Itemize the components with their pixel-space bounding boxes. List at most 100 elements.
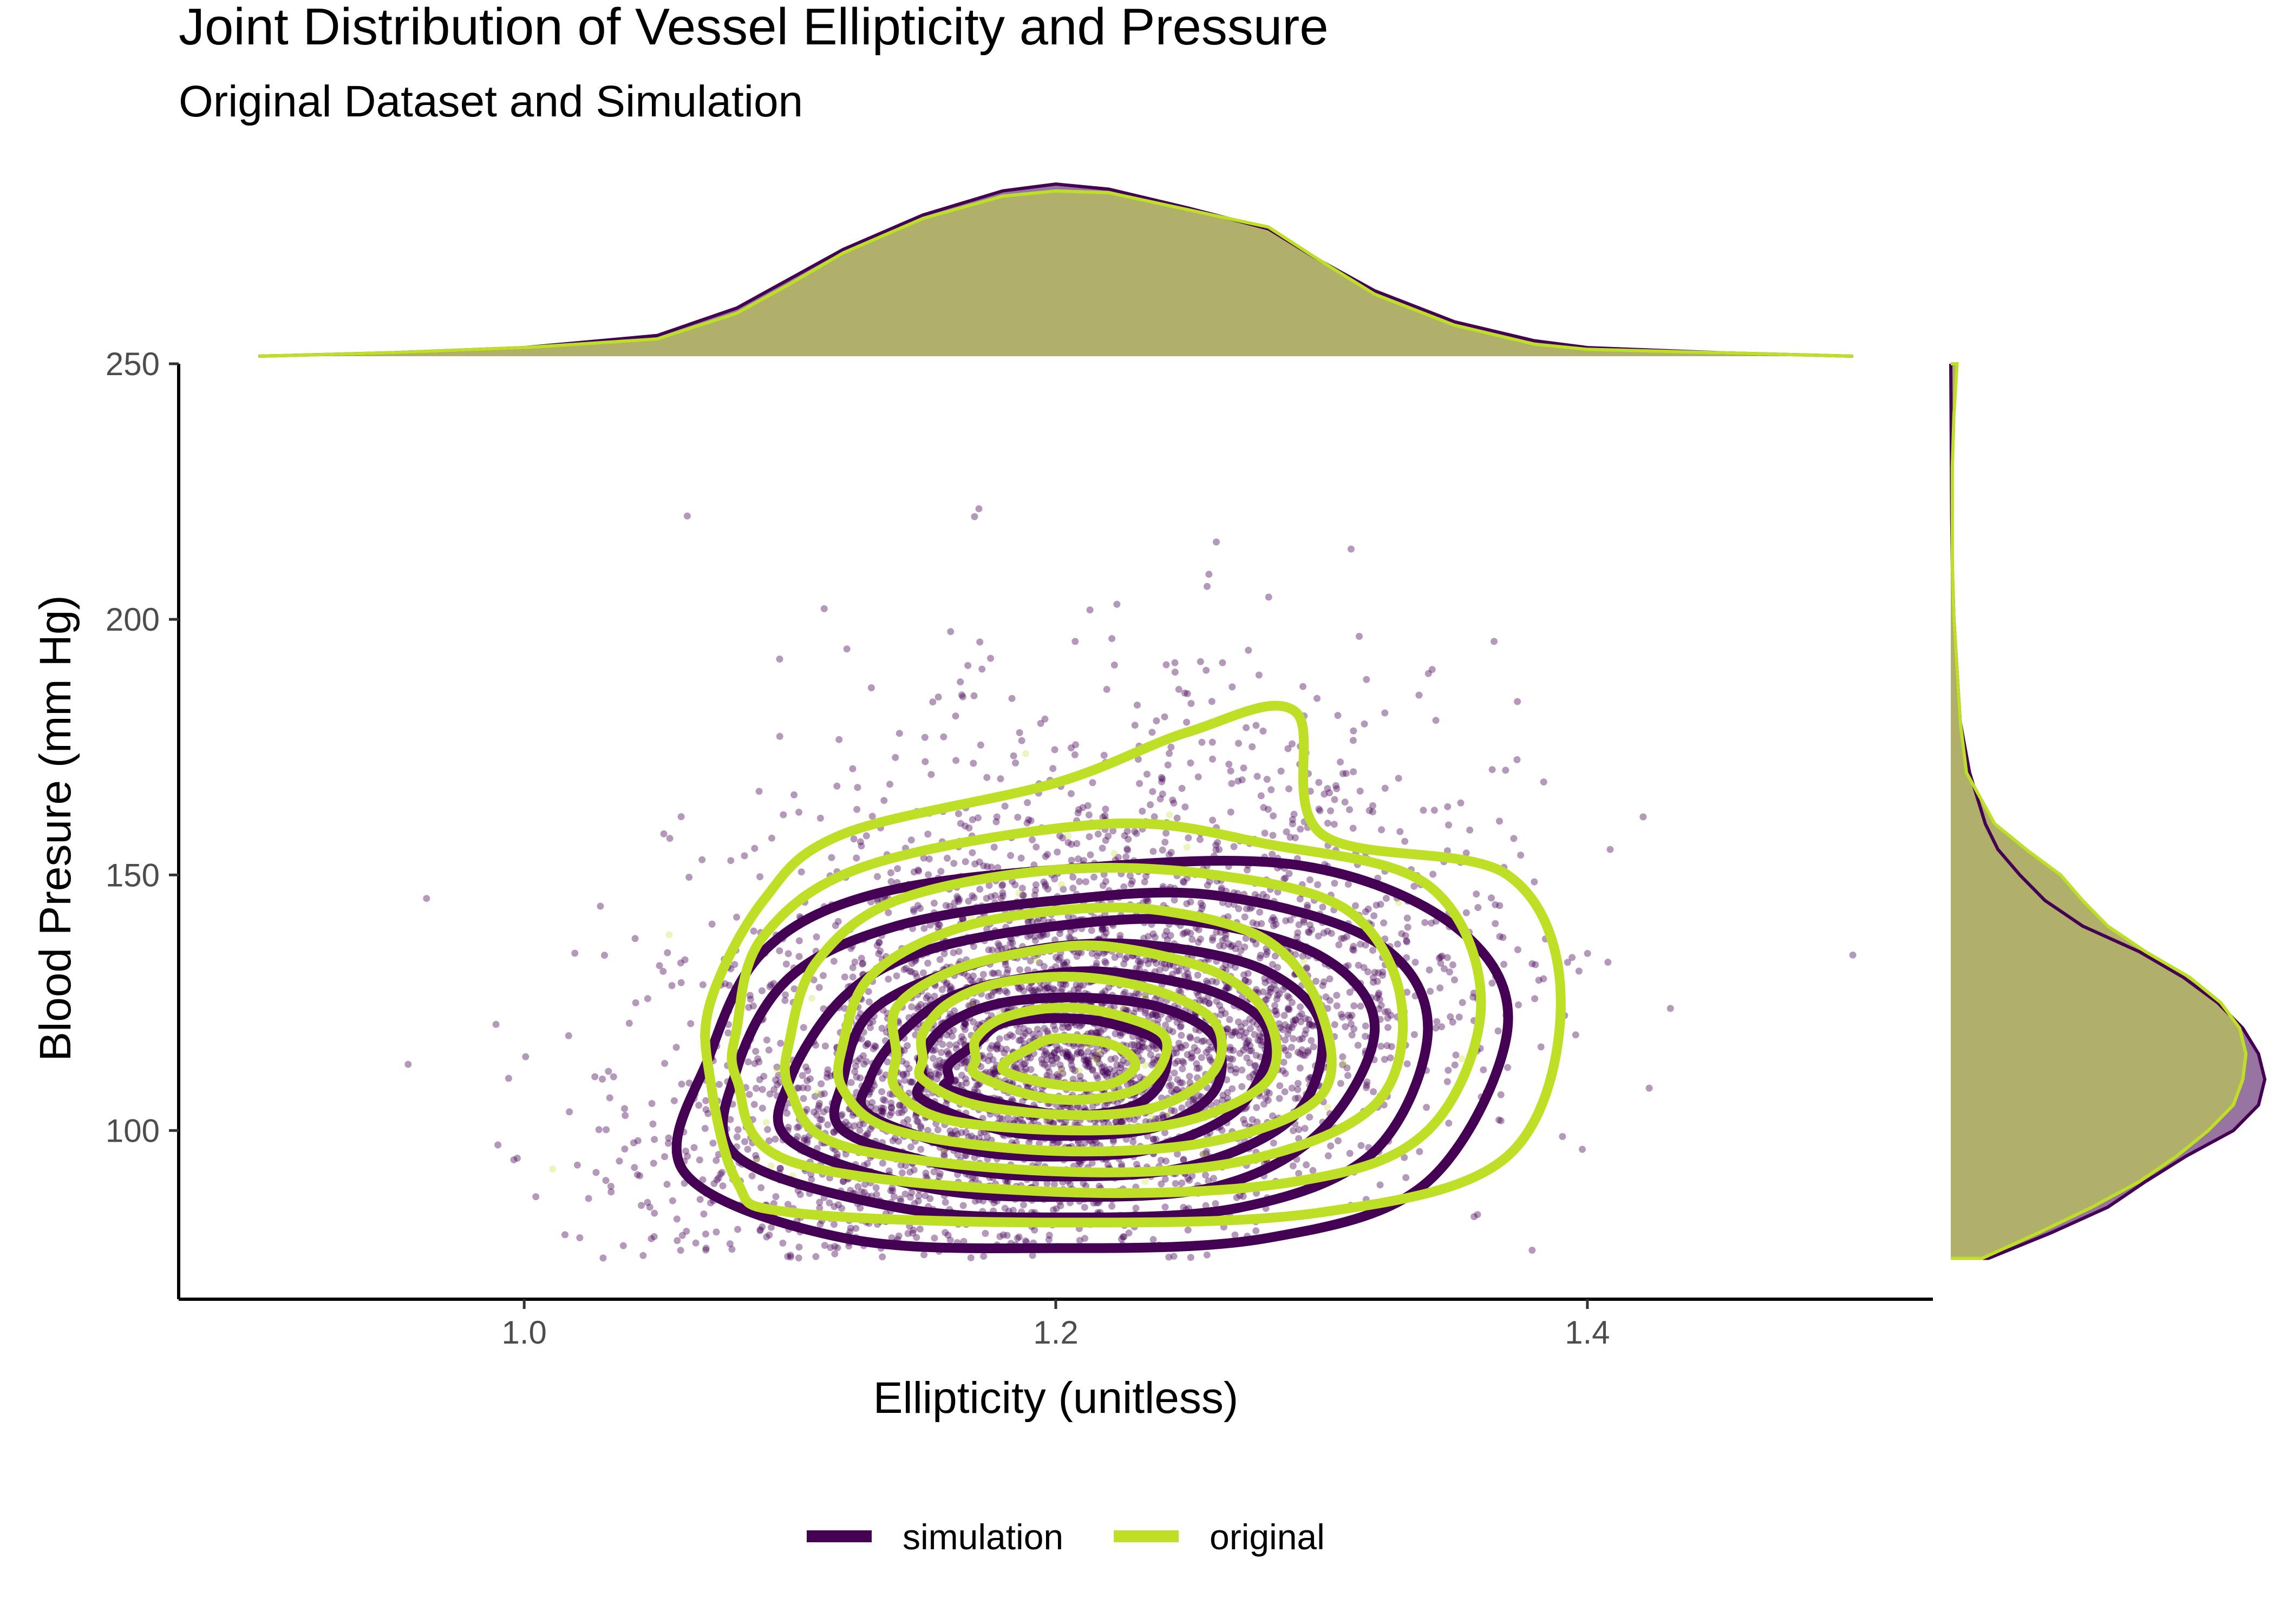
scatter-point xyxy=(989,1071,996,1078)
scatter-point xyxy=(766,1090,774,1098)
scatter-point xyxy=(1271,1007,1278,1015)
scatter-point xyxy=(958,1082,965,1089)
scatter-point xyxy=(1004,966,1011,973)
scatter-point xyxy=(1223,985,1230,992)
scatter-point xyxy=(975,505,983,513)
scatter-point xyxy=(911,970,919,977)
scatter-point xyxy=(1218,1127,1226,1134)
scatter-point xyxy=(701,1125,709,1132)
scatter-point xyxy=(1025,1027,1033,1034)
scatter-point xyxy=(1109,827,1117,835)
scatter-point xyxy=(1037,719,1044,727)
scatter-point xyxy=(774,1066,781,1074)
scatter-point xyxy=(1236,1032,1243,1039)
scatter-point xyxy=(606,1094,613,1102)
scatter-point xyxy=(969,816,976,823)
scatter-point xyxy=(1001,802,1009,810)
scatter-point xyxy=(1142,896,1150,904)
scatter-point xyxy=(1085,811,1093,818)
scatter-point xyxy=(1098,1064,1106,1071)
scatter-point xyxy=(710,1180,718,1187)
scatter-point xyxy=(1082,1182,1090,1190)
scatter-point xyxy=(1217,1011,1225,1018)
scatter-point xyxy=(1227,943,1235,950)
scatter-point xyxy=(1171,659,1179,666)
scatter-point xyxy=(633,1171,641,1178)
scatter-point xyxy=(1246,1015,1253,1023)
scatter-point xyxy=(1237,947,1245,954)
scatter-point xyxy=(1403,938,1410,946)
scatter-point xyxy=(1376,1181,1384,1189)
scatter-point xyxy=(685,1079,693,1087)
scatter-point xyxy=(1339,1061,1347,1069)
scatter-point xyxy=(755,788,763,795)
scatter-point xyxy=(985,882,993,889)
scatter-point xyxy=(1352,902,1359,909)
scatter-point xyxy=(854,1057,861,1065)
scatter-point xyxy=(795,1123,803,1130)
scatter-point xyxy=(752,1047,760,1055)
scatter-point xyxy=(1197,899,1205,907)
scatter-point xyxy=(1016,985,1023,993)
scatter-point xyxy=(1086,1063,1093,1070)
scatter-point xyxy=(1424,670,1432,677)
scatter-point xyxy=(1170,1253,1178,1260)
scatter-point xyxy=(1227,767,1234,775)
scatter-point xyxy=(1305,928,1312,935)
scatter-point xyxy=(1234,777,1242,785)
scatter-point xyxy=(803,1138,811,1146)
scatter-point xyxy=(954,895,962,902)
scatter-point xyxy=(1054,1046,1061,1054)
scatter-point xyxy=(1048,1052,1055,1060)
scatter-point xyxy=(1381,784,1389,792)
scatter-point xyxy=(1197,935,1204,943)
scatter-point xyxy=(962,1129,970,1136)
scatter-point xyxy=(1370,1088,1377,1096)
scatter-point xyxy=(943,1048,951,1055)
scatter-point xyxy=(1136,780,1143,787)
scatter-point xyxy=(1252,940,1260,948)
scatter-point xyxy=(910,868,918,876)
scatter-point xyxy=(955,898,962,905)
scatter-point xyxy=(1194,1047,1201,1055)
scatter-point xyxy=(1051,875,1058,883)
scatter-point xyxy=(1309,1167,1317,1174)
scatter-point xyxy=(663,1181,671,1188)
scatter-point xyxy=(1082,1061,1089,1069)
scatter-point xyxy=(1199,902,1206,909)
scatter-point xyxy=(677,813,685,821)
scatter-point xyxy=(866,1024,874,1031)
scatter-point xyxy=(1097,1028,1105,1036)
scatter-point xyxy=(1181,929,1188,937)
scatter-point xyxy=(1429,870,1437,878)
scatter-point xyxy=(1245,646,1252,654)
scatter-point xyxy=(882,1071,890,1079)
scatter-point xyxy=(1271,916,1278,924)
scatter-point xyxy=(1136,1046,1144,1054)
scatter-point xyxy=(1044,1064,1051,1071)
scatter-point xyxy=(1070,986,1078,994)
scatter-point xyxy=(1027,817,1035,824)
scatter-point xyxy=(1205,571,1213,578)
scatter-point xyxy=(1253,920,1260,928)
scatter-point xyxy=(1170,800,1178,807)
scatter-point xyxy=(1056,954,1064,961)
scatter-point xyxy=(1024,799,1031,807)
scatter-point xyxy=(1162,1157,1170,1165)
scatter-point xyxy=(795,1084,802,1092)
scatter-point xyxy=(1202,1171,1209,1179)
scatter-point xyxy=(1357,1142,1365,1149)
scatter-point xyxy=(1017,983,1025,991)
scatter-point xyxy=(864,1040,872,1048)
scatter-point xyxy=(1230,843,1238,850)
scatter-point xyxy=(932,1070,939,1077)
scatter-point xyxy=(1510,835,1518,842)
scatter-point xyxy=(879,1160,886,1167)
scatter-point xyxy=(1394,940,1401,948)
scatter-point xyxy=(785,1123,792,1131)
scatter-point xyxy=(1428,919,1435,927)
scatter-point xyxy=(784,1253,792,1260)
scatter-point xyxy=(1569,954,1576,961)
scatter-point xyxy=(841,1005,848,1012)
scatter-point xyxy=(1027,1055,1034,1062)
